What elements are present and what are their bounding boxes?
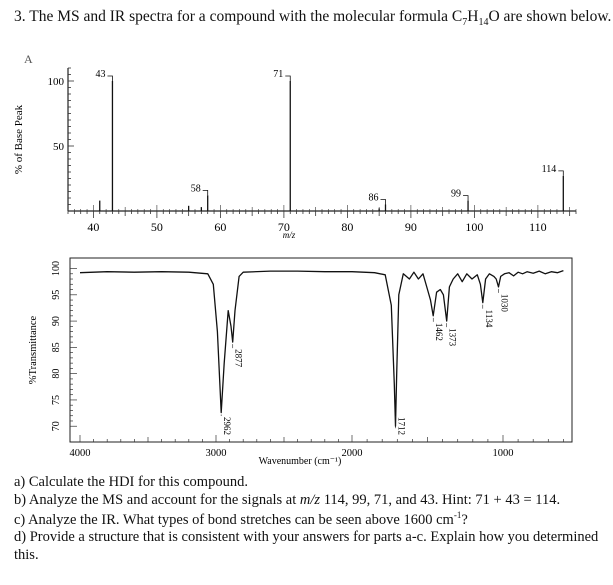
question-part-d: d) Provide a structure that is consisten… [14, 529, 599, 545]
part-b-text-1: b) Analyze the MS and account for the si… [14, 492, 300, 508]
ir-x-tick-label: 1000 [493, 448, 514, 459]
ms-peak-leader [202, 190, 209, 196]
ms-x-tick-label: 50 [151, 220, 163, 234]
mass-spectrum-chart: 50 100 40 50 60 70 80 90 100 110 % of Base Peak m/z… [13, 67, 577, 240]
title-subscript-c: 7 [462, 17, 468, 29]
ms-x-tick-label: 70 [278, 220, 290, 234]
ms-x-tick-label: 100 [465, 220, 483, 234]
ir-x-tick-label: 2000 [342, 448, 363, 459]
ir-peak-label: 1712 [396, 417, 406, 435]
ir-y-tick-label: 70 [51, 421, 62, 431]
question-title: 3. The MS and IR spectra for a compound … [14, 8, 611, 28]
ir-y-tick-label: 75 [51, 395, 62, 405]
question-part-a: a) Calculate the HDI for this compound. [14, 474, 248, 490]
ir-peak-label: 1134 [484, 310, 494, 328]
ms-x-tick-label: 80 [341, 220, 353, 234]
ir-y-axis-label: %Transmittance [28, 315, 39, 384]
ms-peak-leader [380, 199, 386, 205]
ms-peak-label: 99 [451, 189, 461, 200]
ms-peak-label: 58 [191, 183, 201, 194]
ms-x-tick-label: 40 [87, 220, 99, 234]
ir-y-tick-label: 95 [51, 290, 62, 300]
ms-y-axis-label: % of Base Peak [13, 104, 25, 174]
part-b-text-2: 114, 99, 71, and 43. Hint: 71 + 43 = 114… [320, 492, 561, 508]
ir-y-tick-label: 90 [51, 316, 62, 326]
panel-label: A [24, 52, 33, 66]
ms-peak-label: 71 [273, 69, 283, 80]
ir-peak-label: 1373 [448, 328, 458, 347]
ms-peak-label: 114 [542, 164, 557, 175]
ms-peak-leader [285, 75, 291, 81]
ir-spectrum-chart: 70 75 80 85 90 95 100 4000 3000 2000 1000 %Transmit… [28, 257, 573, 467]
part-c-text-1: c) Analyze the IR. What types of bond st… [14, 511, 454, 528]
ms-y-tick-label: 100 [48, 76, 65, 88]
ms-x-axis-label: m/z [283, 230, 296, 240]
ms-x-tick-label: 60 [214, 220, 226, 234]
ir-y-tick-label: 80 [51, 369, 62, 379]
question-part-c: c) Analyze the IR. What types of bond st… [14, 510, 468, 529]
ir-x-tick-label: 4000 [70, 448, 91, 459]
ir-peak-label: 2877 [234, 349, 244, 368]
title-subscript-h: 14 [478, 17, 489, 29]
ir-x-tick-label: 3000 [206, 448, 227, 459]
title-text-2: H [467, 8, 479, 25]
ms-y-tick-label: 50 [53, 141, 65, 153]
ms-x-tick-label: 110 [529, 220, 547, 234]
ms-peak-leader [107, 75, 113, 81]
ir-y-tick-label: 85 [51, 342, 62, 352]
title-text-1: 3. The MS and IR spectra for a compound … [14, 8, 463, 25]
ms-x-tick-label: 90 [405, 220, 417, 234]
part-c-text-2: ? [461, 511, 468, 528]
part-c-superscript: -1 [453, 510, 462, 520]
ir-spectrum-line [79, 269, 564, 427]
title-text-3: O are shown below. [488, 8, 612, 25]
ir-y-tick-label: 100 [51, 261, 62, 276]
ir-peak-label: 1462 [434, 323, 444, 341]
question-part-b: b) Analyze the MS and account for the si… [14, 492, 560, 509]
ms-peak-label: 86 [369, 193, 379, 204]
part-b-mz: m/z [299, 492, 321, 508]
ir-peak-label: 1030 [499, 294, 509, 313]
ms-peak-label: 43 [95, 69, 105, 80]
ir-peak-label: 2962 [222, 417, 232, 435]
ms-peak-leader [558, 170, 564, 176]
ms-peak-leader [463, 195, 469, 201]
ir-x-axis-label: Wavenumber (cm⁻¹) [259, 456, 342, 467]
ir-plot-frame [69, 257, 573, 443]
question-part-d-continued: this. [14, 547, 39, 563]
